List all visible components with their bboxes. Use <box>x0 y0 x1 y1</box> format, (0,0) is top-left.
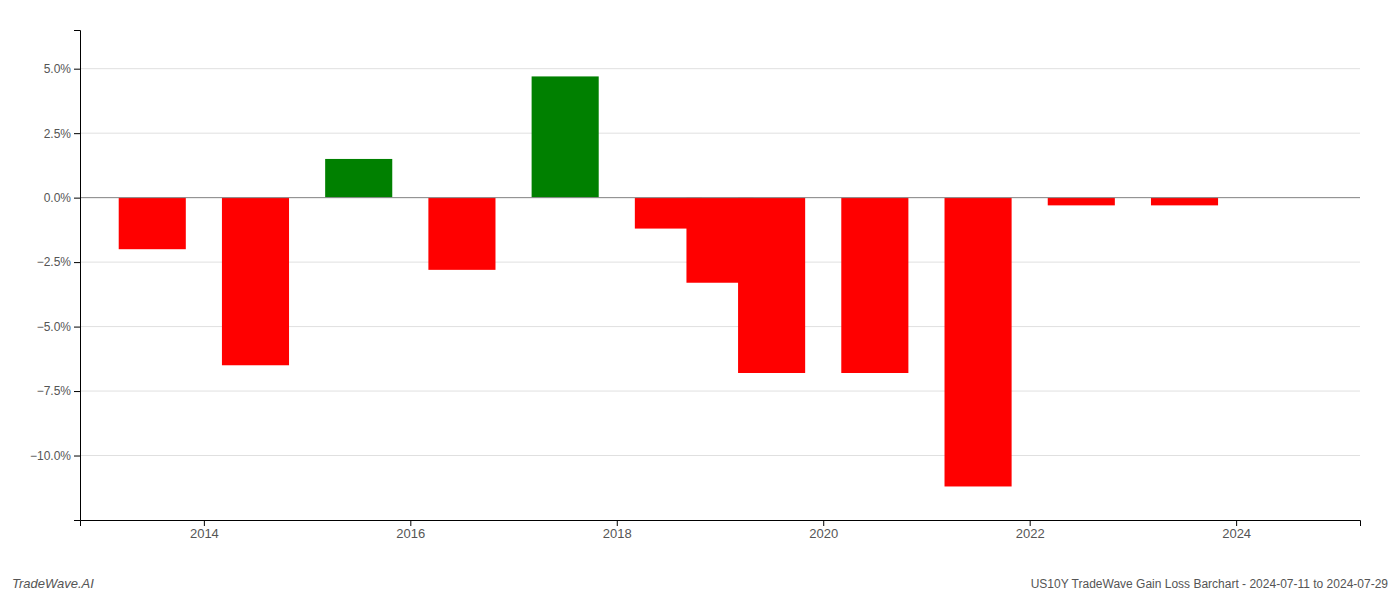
y-tick-mark <box>74 69 80 70</box>
y-tick-label: 2.5% <box>44 126 72 140</box>
y-axis-line <box>74 31 81 521</box>
x-tick: 2016 <box>396 520 425 541</box>
x-tick-mark <box>1030 520 1031 526</box>
y-tick-label: −10.0% <box>30 449 71 463</box>
bar <box>119 198 186 250</box>
y-tick-mark <box>74 262 80 263</box>
y-tick: −5.0% <box>37 320 80 334</box>
y-tick: −7.5% <box>37 384 80 398</box>
x-tick-label: 2024 <box>1222 526 1251 541</box>
y-tick-label: −2.5% <box>37 255 72 269</box>
footer-left: TradeWave.AI <box>12 576 94 591</box>
grid <box>80 69 1360 456</box>
y-tick: −2.5% <box>37 255 80 269</box>
bar <box>532 76 599 197</box>
x-tick-label: 2014 <box>190 526 219 541</box>
y-tick-mark <box>74 198 80 199</box>
x-axis-line <box>81 521 1361 527</box>
x-tick-label: 2022 <box>1016 526 1045 541</box>
y-axis: −10.0% −7.5% −5.0% −2.5% 0.0% 2.5% 5.0% <box>30 31 81 521</box>
y-tick: 5.0% <box>44 62 80 76</box>
y-tick: 2.5% <box>44 126 80 140</box>
x-tick-mark <box>1236 520 1237 526</box>
chart: −10.0%−7.5%−5.0%−2.5%0.0%2.5%5.0%2014201… <box>0 0 1400 600</box>
y-tick-label: −5.0% <box>37 320 72 334</box>
grid-line <box>80 455 1360 456</box>
bar <box>428 198 495 270</box>
x-tick-mark <box>204 520 205 526</box>
bars <box>119 76 1218 486</box>
x-tick: 2022 <box>1016 520 1045 541</box>
x-tick-label: 2020 <box>809 526 838 541</box>
x-tick: 2024 <box>1222 520 1251 541</box>
x-tick: 2020 <box>809 520 838 541</box>
zero-line <box>80 197 1360 198</box>
bar <box>1048 198 1115 206</box>
y-tick-label: −7.5% <box>37 384 72 398</box>
bar <box>325 159 392 198</box>
y-tick-mark <box>74 456 80 457</box>
x-tick: 2014 <box>190 520 219 541</box>
bar <box>738 198 805 373</box>
x-tick-mark <box>823 520 824 526</box>
y-tick-mark <box>74 327 80 328</box>
grid-line <box>80 68 1360 69</box>
y-tick-label: 0.0% <box>44 191 72 205</box>
x-tick-mark <box>410 520 411 526</box>
footer-right: US10Y TradeWave Gain Loss Barchart - 202… <box>1031 577 1389 591</box>
y-tick: −10.0% <box>30 449 80 463</box>
y-tick-label: 5.0% <box>44 62 72 76</box>
x-tick: 2018 <box>603 520 632 541</box>
x-tick-label: 2018 <box>603 526 632 541</box>
x-tick-label: 2016 <box>396 526 425 541</box>
bar <box>222 198 289 366</box>
bar <box>841 198 908 373</box>
grid-line <box>80 197 1360 198</box>
grid-line <box>80 133 1360 134</box>
x-tick-mark <box>617 520 618 526</box>
x-axis: 2014 2016 2018 2020 2022 2024 <box>81 520 1361 541</box>
y-tick-mark <box>74 133 80 134</box>
bar <box>945 198 1012 487</box>
grid-line <box>80 391 1360 392</box>
bar <box>1151 198 1218 206</box>
y-tick: 0.0% <box>44 191 80 205</box>
y-tick-mark <box>74 391 80 392</box>
